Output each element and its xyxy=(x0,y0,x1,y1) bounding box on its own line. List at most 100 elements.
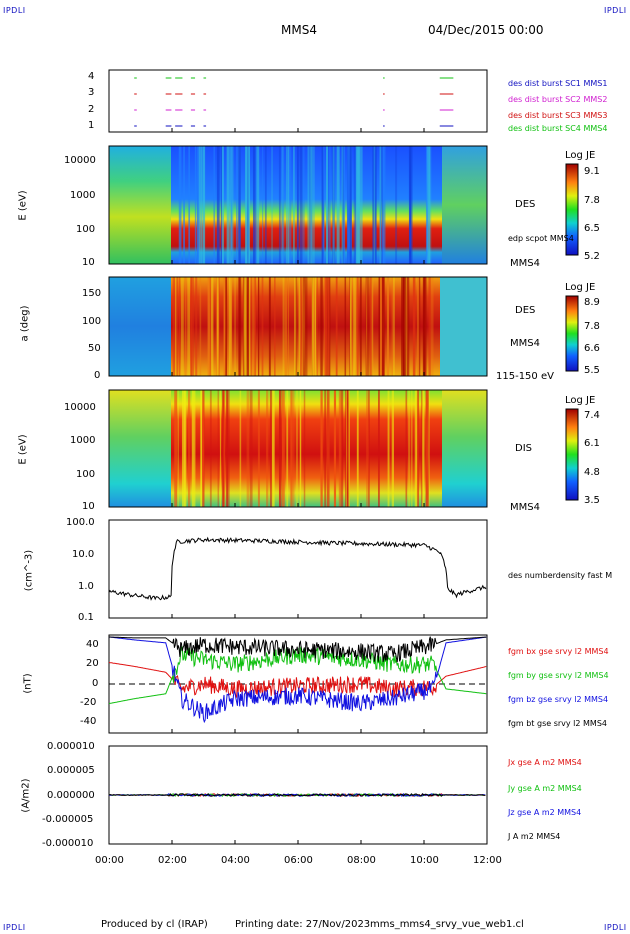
burst-ytick: 1 xyxy=(88,120,95,131)
current-line xyxy=(108,793,486,797)
xaxis-tick: 12:00 xyxy=(473,855,502,866)
spectrogram-stripe xyxy=(245,146,247,264)
corner-logo-left: IPDLI xyxy=(3,6,26,15)
spectrogram-stripe xyxy=(354,146,357,264)
pitch-cbar-tick: 5.5 xyxy=(584,365,600,376)
dis-energy-ylabel: E (eV) xyxy=(17,434,29,465)
burst-marks xyxy=(134,77,454,127)
spectrogram-stripe xyxy=(258,277,260,376)
spectrogram-stripe xyxy=(411,390,413,507)
colorbar-des-pitch xyxy=(565,295,579,372)
spectrogram-stripe xyxy=(335,277,338,376)
spectrogram-stripe xyxy=(428,146,432,264)
spectrogram-stripe xyxy=(178,146,182,264)
panel-des-pitch xyxy=(108,276,488,377)
spectrogram-stripe xyxy=(347,390,350,507)
spectrogram-stripe xyxy=(289,390,293,507)
spectrogram-stripe xyxy=(203,146,205,264)
spectrogram-stripe xyxy=(328,146,331,264)
spectrogram-stripe xyxy=(296,390,298,507)
spectrogram-stripe xyxy=(312,146,315,264)
spectrogram-stripe xyxy=(238,277,241,376)
spectrogram-stripe xyxy=(217,277,219,376)
spectrogram-stripe xyxy=(341,146,344,264)
current-ytick: -0.000010 xyxy=(42,838,94,849)
dis-energy-instrument: DIS xyxy=(515,443,532,454)
spectrogram-stripe xyxy=(353,277,356,376)
spectrogram-stripe xyxy=(183,146,185,264)
bfield-line xyxy=(108,636,487,724)
spectrogram-stripe xyxy=(359,146,363,264)
spectrogram-stripe xyxy=(353,146,357,264)
spectrogram-stripe xyxy=(287,277,289,376)
spectrogram-stripe xyxy=(422,390,425,507)
spectrogram-stripe xyxy=(406,277,409,376)
xaxis-tick: 10:00 xyxy=(410,855,439,866)
spectrogram-stripe xyxy=(393,277,395,376)
spectrogram-stripe xyxy=(209,390,212,507)
spectrogram-stripe xyxy=(244,277,247,376)
spectrogram-stripe xyxy=(286,390,289,507)
spectrogram-stripe xyxy=(183,390,187,507)
spectrogram-stripe xyxy=(391,277,393,376)
spectrogram-stripe xyxy=(422,277,425,376)
spectrogram-stripe xyxy=(425,146,429,264)
spectrogram-stripe xyxy=(289,146,292,264)
des-energy-annotation: edp scpot MMS4 xyxy=(508,234,574,243)
corner-logo-right: IPDLI xyxy=(604,6,627,15)
current-ytick: 0.000000 xyxy=(47,790,95,801)
spectrogram-stripe xyxy=(312,277,315,376)
spectrogram-stripe xyxy=(302,146,305,264)
spectrogram-stripe xyxy=(418,277,421,376)
dis-energy-ytick: 10000 xyxy=(64,402,96,413)
spectrogram-stripe xyxy=(278,390,282,507)
spectrogram-stripe xyxy=(383,146,386,264)
spectrogram-stripe xyxy=(311,277,314,376)
pitch-ytick: 150 xyxy=(82,288,102,299)
burst-legend-mms3: des dist burst SC3 MMS3 xyxy=(508,111,608,120)
spectrogram-stripe xyxy=(372,146,374,264)
burst-ytick: 4 xyxy=(88,71,95,82)
spectrogram-stripe xyxy=(201,390,203,507)
spectrogram-stripe xyxy=(217,390,219,507)
spectrogram-stripe xyxy=(229,146,232,264)
spectrogram-stripe xyxy=(405,390,408,507)
spectrogram-stripe xyxy=(310,146,313,264)
spectrogram-stripe xyxy=(230,277,232,376)
spectrogram-stripe xyxy=(190,277,192,376)
spectrogram-stripe xyxy=(174,390,177,507)
density-ytick: 10.0 xyxy=(72,549,95,560)
bfield-ytick: -40 xyxy=(80,716,97,727)
footer-printing-date: Printing date: 27/Nov/2023 xyxy=(235,919,371,930)
spectrogram-stripe xyxy=(386,277,389,376)
spectrogram-stripe xyxy=(302,277,306,376)
spectrogram-stripe xyxy=(242,277,245,376)
spectrogram-stripe xyxy=(349,277,352,376)
footer-logo-left: IPDLI xyxy=(3,923,26,932)
colorbar-dis-energy xyxy=(565,408,579,501)
spectrogram-stripe xyxy=(181,390,185,507)
spectrogram-stripe xyxy=(366,390,369,507)
spectrogram-stripe xyxy=(294,277,297,376)
spectrogram-stripe xyxy=(246,390,250,507)
spectrogram-stripe xyxy=(225,277,228,376)
spectrogram-stripe xyxy=(366,277,370,376)
spectrogram-stripe xyxy=(326,390,330,507)
spectrogram-stripe xyxy=(354,277,358,376)
pitch-ylabel: a (deg) xyxy=(19,305,31,342)
dis-energy-cbar-tick: 7.4 xyxy=(584,410,600,421)
pitch-cbar-tick: 8.9 xyxy=(584,297,600,308)
spectrogram-stripe xyxy=(252,146,256,264)
spectrogram-stripe xyxy=(380,146,383,264)
spectrogram-stripe xyxy=(326,277,329,376)
panel-density-frame xyxy=(108,519,488,619)
spectrogram-stripe xyxy=(340,390,344,507)
spectrogram-stripe xyxy=(403,277,405,376)
spectrogram-stripe xyxy=(342,146,344,264)
spectrogram-stripe xyxy=(347,146,351,264)
footer-logo-right: IPDLI xyxy=(604,923,627,932)
spectrogram-stripe xyxy=(282,277,285,376)
xaxis-tick: 04:00 xyxy=(221,855,250,866)
spectrogram-stripe xyxy=(378,277,380,376)
spectrogram-stripe xyxy=(410,146,413,264)
